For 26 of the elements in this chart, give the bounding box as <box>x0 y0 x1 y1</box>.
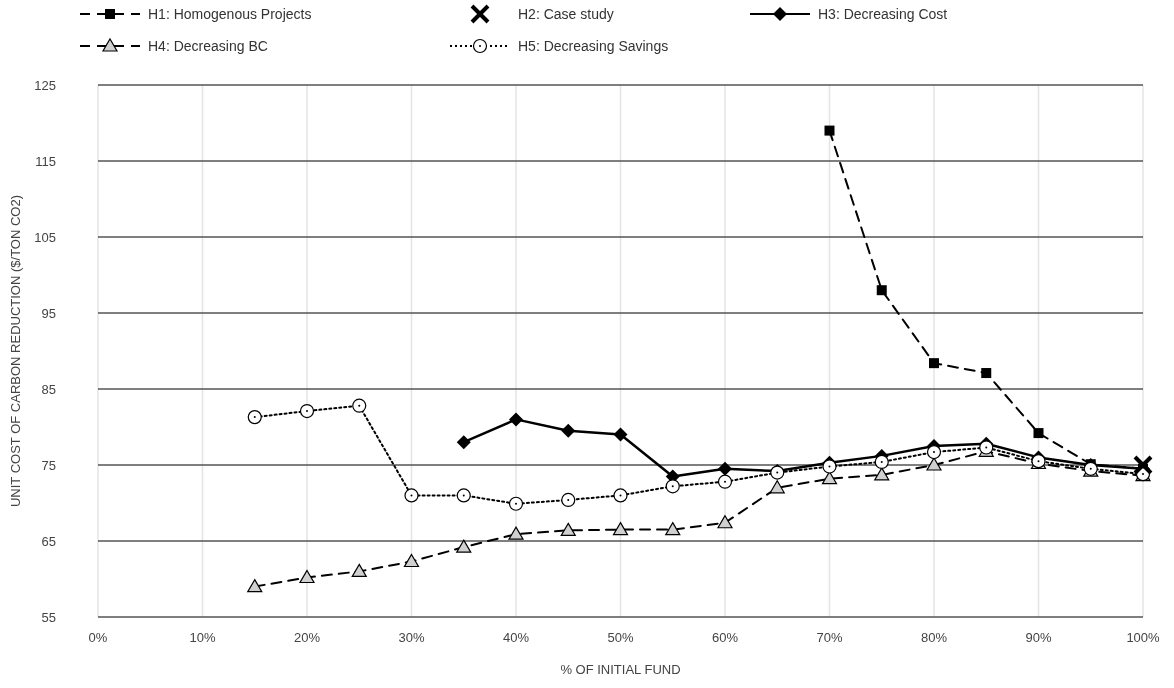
legend-label: H1: Homogenous Projects <box>148 5 312 22</box>
x-tick-label: 60% <box>711 630 739 645</box>
y-tick-label: 125 <box>34 77 56 93</box>
legend-label: H4: Decreasing BC <box>148 37 268 54</box>
x-tick-label: 30% <box>398 630 425 645</box>
x-tick-label: 0% <box>88 630 108 645</box>
y-axis-title: UNIT COST OF CARBON REDUCTION ($/TON CO2) <box>8 194 23 508</box>
y-tick-label: 105 <box>34 229 56 245</box>
y-tick-label: 85 <box>41 381 56 397</box>
x-tick-label: 50% <box>607 630 634 645</box>
x-tick-label: 20% <box>293 630 321 645</box>
y-tick-label: 115 <box>35 153 56 169</box>
x-tick-label: 40% <box>502 630 530 645</box>
x-tick-label: 80% <box>920 630 948 645</box>
x-tick-label: 90% <box>1025 630 1052 645</box>
legend-label: H2: Case study <box>518 5 614 22</box>
y-tick-label: 65 <box>41 533 56 549</box>
legend-label: H3: Decreasing Cost <box>818 5 948 22</box>
legend-label: H5: Decreasing Savings <box>518 37 669 54</box>
x-tick-label: 10% <box>189 630 216 645</box>
x-tick-label: 70% <box>816 630 843 645</box>
y-tick-label: 55 <box>41 609 56 625</box>
y-tick-label: 95 <box>41 305 56 321</box>
y-tick-label: 75 <box>41 457 56 473</box>
x-tick-label: 100% <box>1126 630 1161 645</box>
x-axis-title: % OF INITIAL FUND <box>560 662 681 677</box>
